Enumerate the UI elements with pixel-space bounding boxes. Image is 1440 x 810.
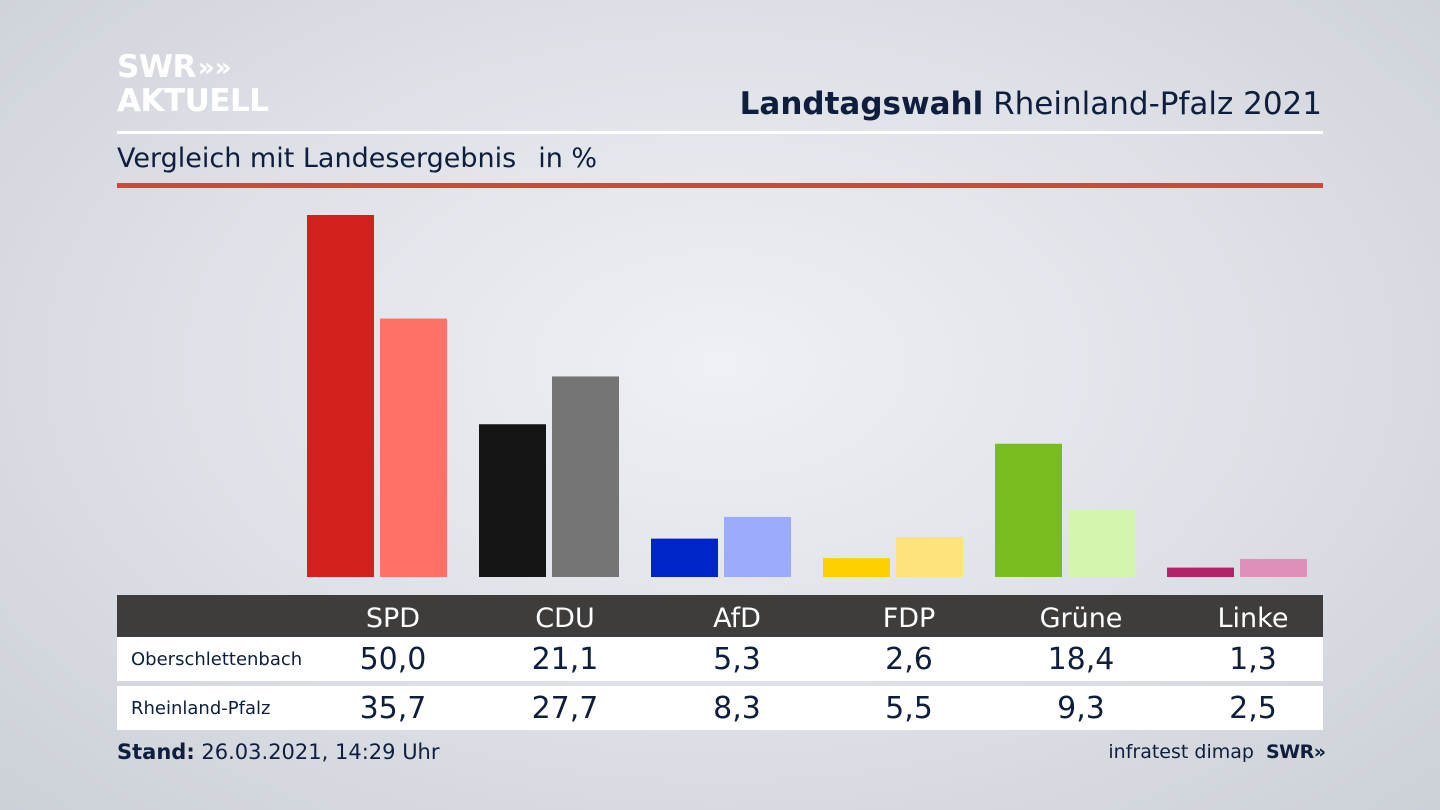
subtitle-text: Vergleich mit Landesergebnis xyxy=(117,143,517,174)
value-cdu: 21,1 xyxy=(531,641,599,677)
bar-chart xyxy=(307,215,1307,577)
source-chevron-icon: » xyxy=(1313,741,1326,763)
value-fdp: 5,5 xyxy=(885,690,933,726)
value-fdp: 2,6 xyxy=(885,641,933,677)
stand-value: 26.03.2021, 14:29 Uhr xyxy=(201,740,440,764)
header-party-spd: SPD xyxy=(365,602,421,634)
bar-gruene-rheinland-pfalz xyxy=(1068,509,1135,577)
header-spacer xyxy=(117,595,307,637)
bar-cdu-rheinland-pfalz xyxy=(552,376,619,577)
stand-label: Stand: xyxy=(117,740,195,764)
timestamp: Stand: 26.03.2021, 14:29 Uhr xyxy=(117,740,440,764)
logo-swr-text: SWR xyxy=(117,49,196,85)
chart-subtitle: Vergleich mit Landesergebnis in % xyxy=(117,143,597,174)
bar-spd-rheinland-pfalz xyxy=(380,318,447,577)
source-logo-text: SWR xyxy=(1265,741,1314,763)
bar-afd-rheinland-pfalz xyxy=(724,516,791,577)
row-label: Rheinland-Pfalz xyxy=(131,697,271,719)
header-divider xyxy=(117,131,1323,134)
title-rest: Rheinland-Pfalz 2021 xyxy=(993,86,1322,122)
swr-aktuell-logo: SWR»» AKTUELL xyxy=(117,52,269,117)
subtitle-unit: in % xyxy=(538,143,598,174)
table-row-oberschlettenbach: Oberschlettenbach 50,0 21,1 5,3 2,6 18,4 1,3 xyxy=(117,637,1323,681)
bar-linke-rheinland-pfalz xyxy=(1240,558,1307,577)
bar-linke-oberschlettenbach xyxy=(1167,567,1234,577)
header-party-cdu: CDU xyxy=(535,602,595,634)
table-row-rheinland-pfalz: Rheinland-Pfalz 35,7 27,7 8,3 5,5 9,3 2,5 xyxy=(117,686,1323,730)
value-gruene: 9,3 xyxy=(1057,690,1105,726)
bar-gruene-oberschlettenbach xyxy=(995,443,1062,577)
row-label: Oberschlettenbach xyxy=(131,648,303,670)
header-party-afd: AfD xyxy=(713,602,761,634)
header-party-gruene: Grüne xyxy=(1039,602,1123,634)
page-title: Landtagswahl Rheinland-Pfalz 2021 xyxy=(740,86,1322,122)
value-linke: 1,3 xyxy=(1229,641,1277,677)
source-text: infratest dimap xyxy=(1108,741,1254,763)
results-table: SPD CDU AfD FDP Grüne Linke Oberschlettenbach… xyxy=(117,595,1323,730)
header-party-fdp: FDP xyxy=(882,602,936,634)
value-linke: 2,5 xyxy=(1229,690,1277,726)
bar-cdu-oberschlettenbach xyxy=(479,424,546,577)
value-gruene: 18,4 xyxy=(1047,641,1115,677)
bar-spd-oberschlettenbach xyxy=(307,215,374,577)
value-spd: 35,7 xyxy=(359,690,427,726)
value-afd: 5,3 xyxy=(713,641,761,677)
logo-aktuell-text: AKTUELL xyxy=(117,83,269,119)
bar-fdp-rheinland-pfalz xyxy=(896,537,963,577)
title-bold: Landtagswahl xyxy=(739,86,984,122)
bar-afd-oberschlettenbach xyxy=(651,538,718,577)
table-header: SPD CDU AfD FDP Grüne Linke xyxy=(117,595,1323,637)
subtitle-divider xyxy=(117,183,1323,188)
source-credit: infratest dimap SWR» xyxy=(1108,741,1326,763)
value-afd: 8,3 xyxy=(713,690,761,726)
header-party-linke: Linke xyxy=(1217,602,1289,634)
value-spd: 50,0 xyxy=(359,641,427,677)
value-cdu: 27,7 xyxy=(531,690,599,726)
bar-fdp-oberschlettenbach xyxy=(823,558,890,577)
source-swr-logo: SWR» xyxy=(1265,741,1326,763)
